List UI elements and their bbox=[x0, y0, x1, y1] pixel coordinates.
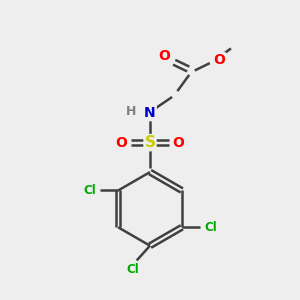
Text: O: O bbox=[116, 136, 128, 150]
Text: N: N bbox=[144, 106, 156, 120]
Text: O: O bbox=[213, 53, 225, 67]
Text: O: O bbox=[172, 136, 184, 150]
Text: S: S bbox=[145, 135, 155, 150]
Text: Cl: Cl bbox=[204, 221, 217, 234]
Text: Cl: Cl bbox=[83, 184, 96, 197]
Text: Cl: Cl bbox=[126, 263, 139, 276]
Text: O: O bbox=[158, 49, 170, 63]
Text: H: H bbox=[126, 105, 136, 118]
